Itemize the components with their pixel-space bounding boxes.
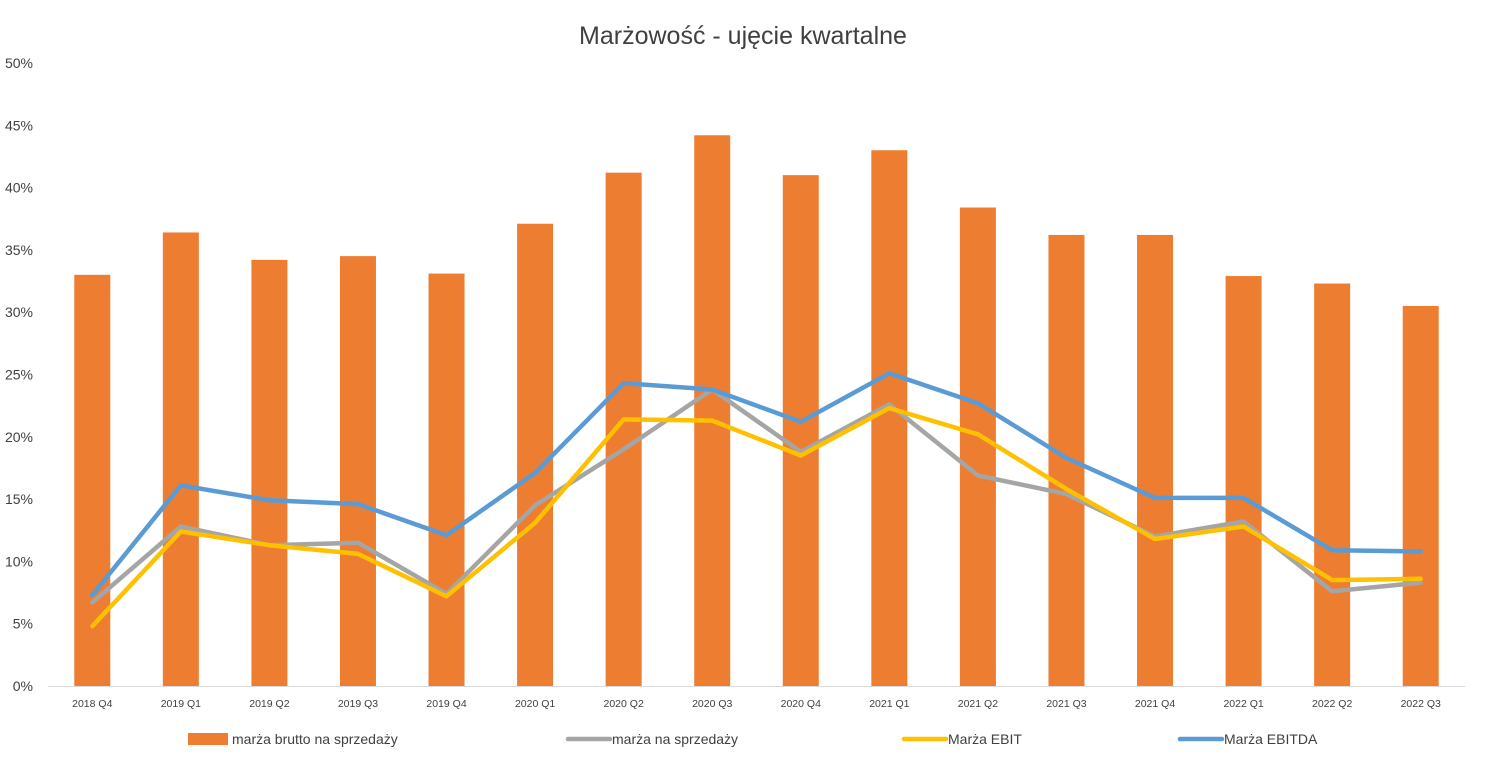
- bar: [694, 135, 731, 686]
- x-tick-label: 2022 Q3: [1401, 698, 1441, 710]
- bar: [1402, 305, 1439, 686]
- bar: [959, 207, 996, 686]
- x-tick-label: 2020 Q4: [781, 698, 821, 710]
- y-axis: 0% 5% 10% 15% 20% 25% 30% 35% 40% 45% 50%: [5, 55, 33, 694]
- x-tick-label: 2021 Q1: [869, 698, 909, 710]
- series-line: [90, 387, 1423, 605]
- x-tick-label: 2019 Q2: [249, 698, 289, 710]
- x-tick-label: 2022 Q2: [1312, 698, 1352, 710]
- bar: [1137, 234, 1174, 686]
- x-tick-label: 2021 Q2: [958, 698, 998, 710]
- y-tick-label: 20%: [5, 429, 33, 445]
- bar: [339, 256, 376, 686]
- x-tick-label: 2018 Q4: [72, 698, 112, 710]
- bar: [428, 273, 465, 686]
- legend-label: Marża EBIT: [948, 731, 1022, 747]
- bar: [1314, 283, 1351, 686]
- y-tick-label: 35%: [5, 242, 33, 258]
- legend-item: Marża EBITDA: [1177, 731, 1318, 747]
- x-tick-label: 2022 Q1: [1223, 698, 1263, 710]
- bar: [517, 223, 554, 686]
- bar-series: [74, 135, 1439, 687]
- bar: [605, 172, 642, 686]
- x-tick-label: 2020 Q1: [515, 698, 555, 710]
- bar: [74, 274, 111, 686]
- legend-item: marża brutto na sprzedaży: [188, 731, 398, 747]
- y-tick-label: 10%: [5, 553, 33, 569]
- series-line: [90, 371, 1423, 598]
- legend-label: marża brutto na sprzedaży: [232, 731, 398, 747]
- bar: [1225, 276, 1262, 686]
- legend-item: marża na sprzedaży: [565, 731, 738, 747]
- bar: [162, 232, 199, 686]
- legend-swatch: [188, 733, 228, 745]
- y-tick-label: 40%: [5, 180, 33, 196]
- y-tick-label: 50%: [5, 55, 33, 71]
- legend: marża brutto na sprzedaży marża na sprzed…: [188, 731, 1318, 747]
- x-tick-label: 2021 Q3: [1046, 698, 1086, 710]
- bar: [871, 150, 908, 687]
- y-tick-label: 15%: [5, 491, 33, 507]
- x-tick-label: 2019 Q4: [426, 698, 466, 710]
- x-tick-label: 2019 Q1: [161, 698, 201, 710]
- bar: [1048, 234, 1085, 686]
- legend-label: marża na sprzedaży: [612, 731, 738, 747]
- x-tick-label: 2020 Q3: [692, 698, 732, 710]
- y-tick-label: 25%: [5, 367, 33, 383]
- x-axis: 2018 Q4 2019 Q1 2019 Q2 2019 Q3 2019 Q4 2020 …: [72, 698, 1441, 710]
- y-tick-label: 30%: [5, 304, 33, 320]
- x-tick-label: 2021 Q4: [1135, 698, 1175, 710]
- x-tick-label: 2019 Q3: [338, 698, 378, 710]
- legend-item: Marża EBIT: [901, 731, 1022, 747]
- series-line: [90, 405, 1423, 629]
- y-tick-label: 5%: [13, 616, 33, 632]
- line-series: [90, 371, 1423, 629]
- y-tick-label: 0%: [13, 678, 33, 694]
- chart-title: Marżowość - ujęcie kwartalne: [579, 22, 907, 50]
- bar: [782, 175, 819, 686]
- x-tick-label: 2020 Q2: [604, 698, 644, 710]
- legend-label: Marża EBITDA: [1224, 731, 1318, 747]
- y-tick-label: 45%: [5, 117, 33, 133]
- bar: [251, 259, 288, 686]
